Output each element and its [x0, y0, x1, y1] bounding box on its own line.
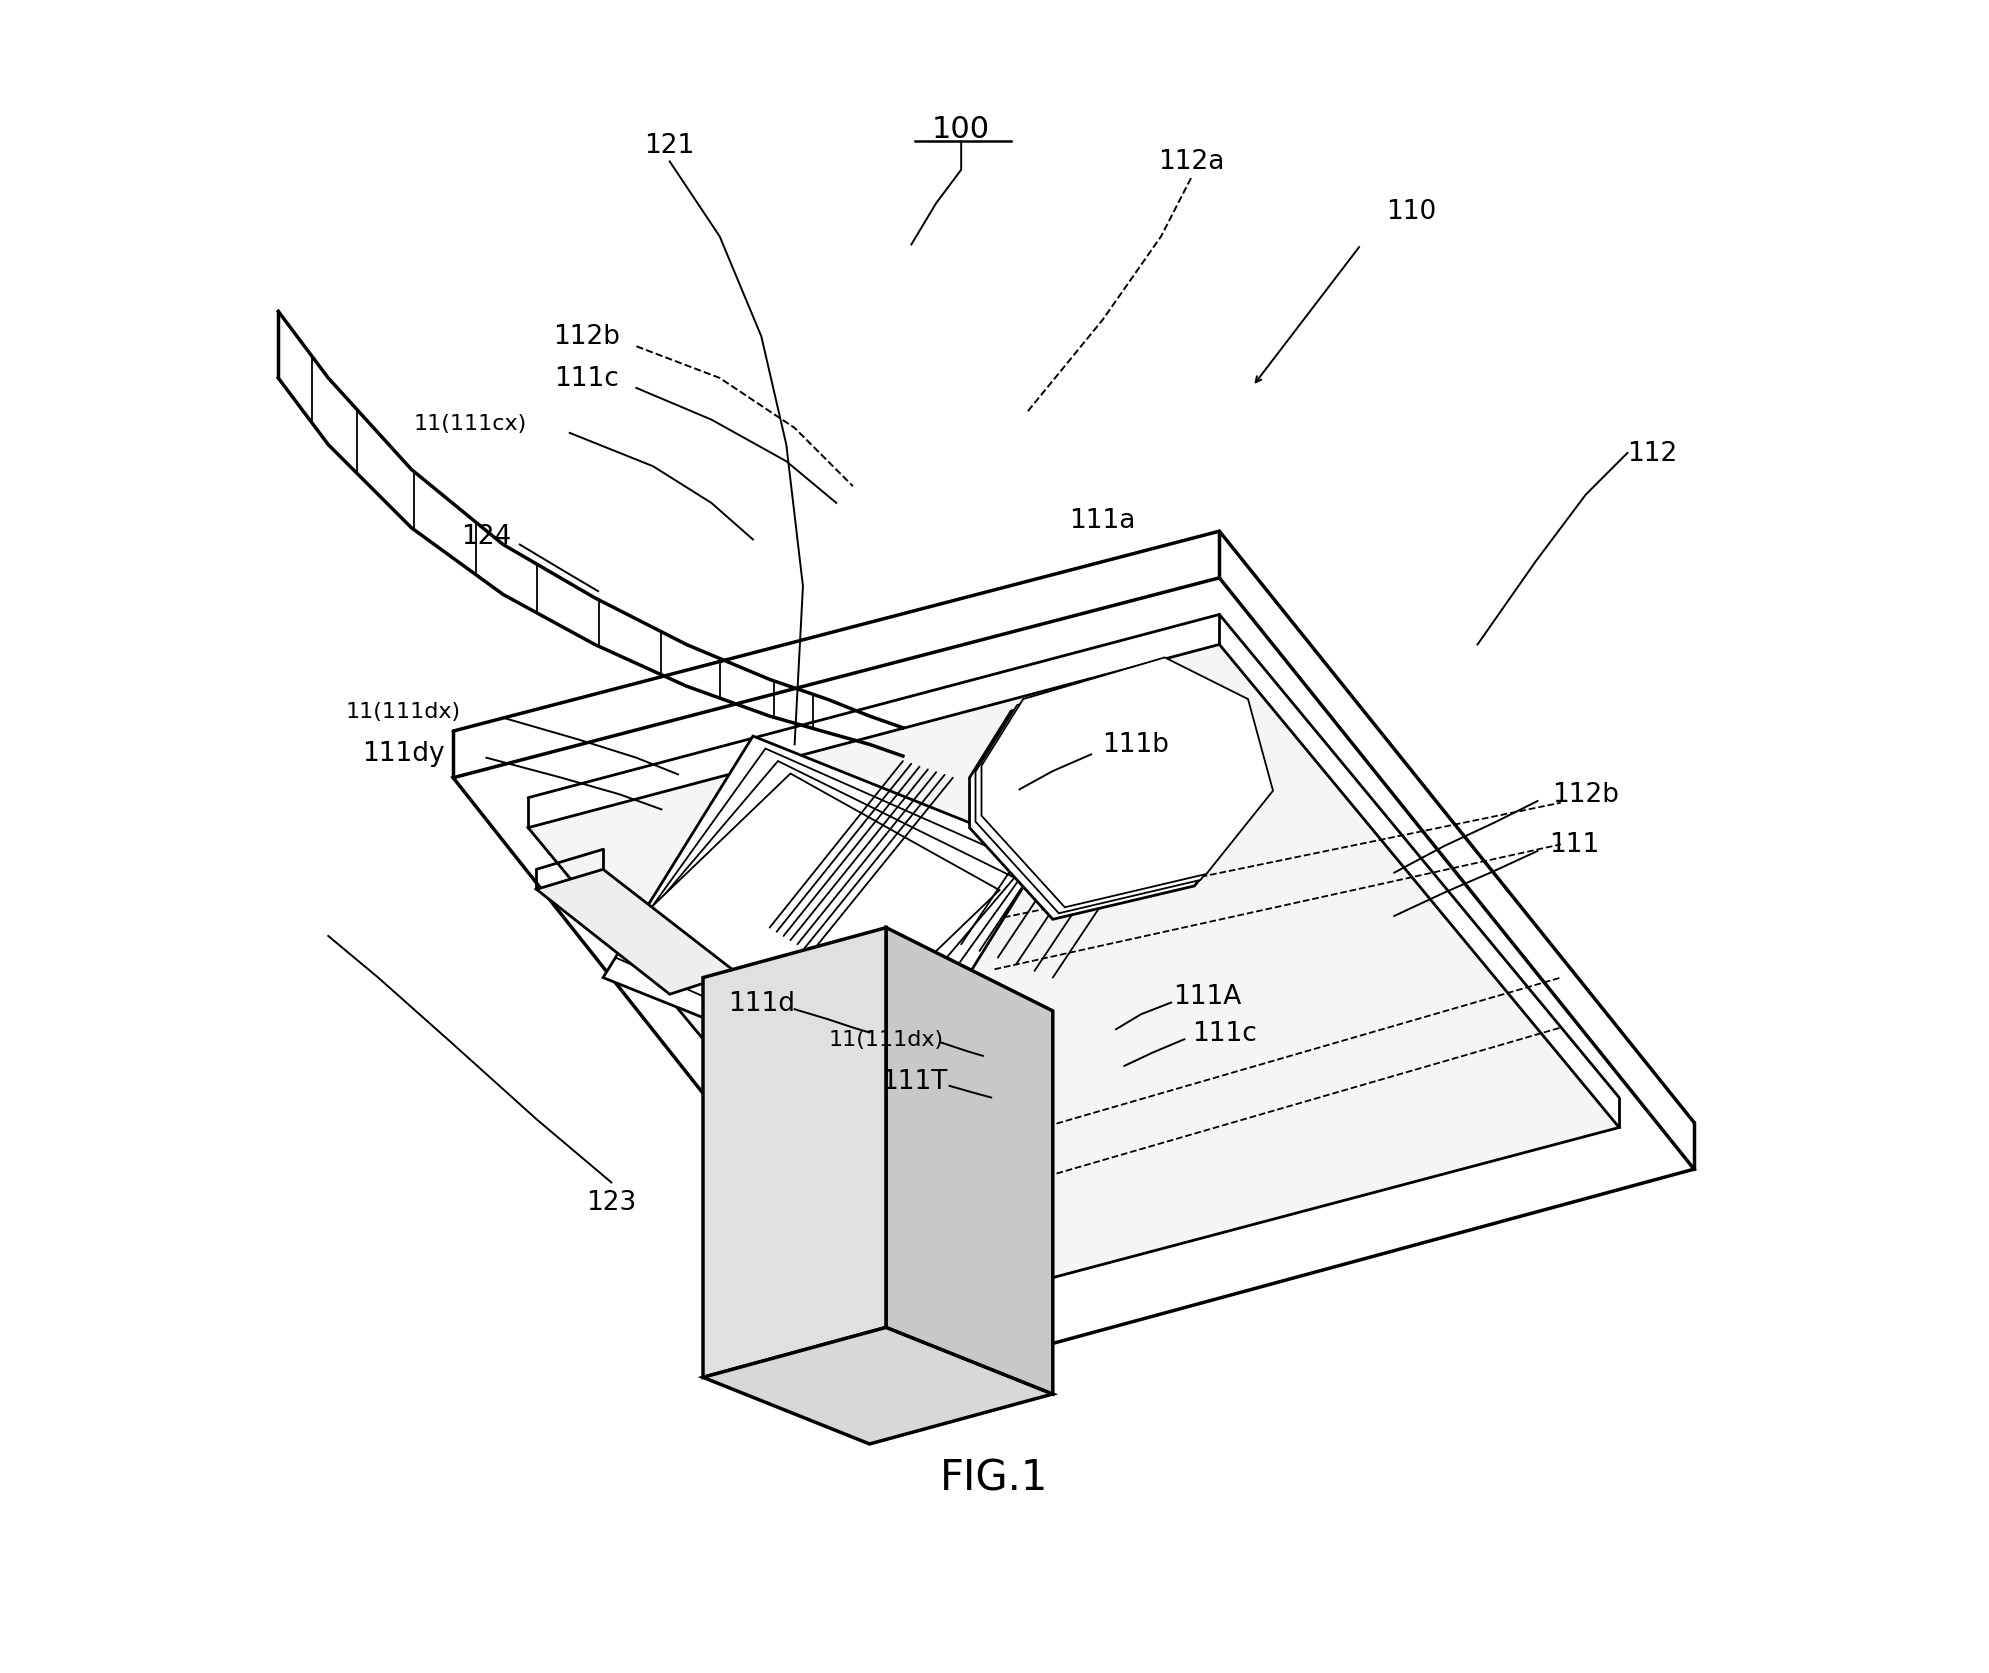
- Text: 111d: 111d: [728, 990, 796, 1016]
- Polygon shape: [887, 929, 1052, 1394]
- Text: 121: 121: [644, 132, 694, 159]
- Polygon shape: [640, 775, 1000, 1034]
- Polygon shape: [529, 646, 1619, 1312]
- Text: 112a: 112a: [1158, 149, 1225, 176]
- Text: 11(111dx): 11(111dx): [346, 701, 461, 721]
- Text: 110: 110: [1386, 199, 1436, 226]
- Text: 11(111dx): 11(111dx): [829, 1029, 945, 1049]
- Polygon shape: [537, 870, 736, 995]
- Text: 111: 111: [1549, 831, 1599, 858]
- Polygon shape: [629, 761, 1014, 1054]
- Text: 11(111cx): 11(111cx): [414, 413, 527, 433]
- Polygon shape: [981, 657, 1273, 908]
- Polygon shape: [975, 664, 1267, 913]
- Text: FIG.1: FIG.1: [941, 1457, 1048, 1499]
- Text: 100: 100: [933, 114, 991, 144]
- Polygon shape: [453, 579, 1695, 1377]
- Text: 111T: 111T: [881, 1069, 947, 1094]
- Polygon shape: [702, 929, 887, 1377]
- Text: 111c: 111c: [555, 366, 619, 391]
- Text: 112: 112: [1627, 440, 1677, 467]
- Text: 111b: 111b: [1102, 733, 1170, 758]
- Polygon shape: [615, 750, 1030, 1074]
- Text: 111A: 111A: [1174, 984, 1241, 1009]
- Text: 111dy: 111dy: [362, 739, 444, 766]
- Text: 111c: 111c: [1191, 1021, 1257, 1046]
- Text: 112b: 112b: [553, 325, 621, 350]
- Text: 123: 123: [587, 1190, 636, 1216]
- Polygon shape: [603, 736, 1044, 1094]
- Text: 111a: 111a: [1070, 507, 1136, 534]
- Text: 112b: 112b: [1551, 781, 1619, 808]
- Polygon shape: [969, 669, 1261, 920]
- Polygon shape: [702, 1328, 1052, 1444]
- Text: 124: 124: [461, 524, 511, 550]
